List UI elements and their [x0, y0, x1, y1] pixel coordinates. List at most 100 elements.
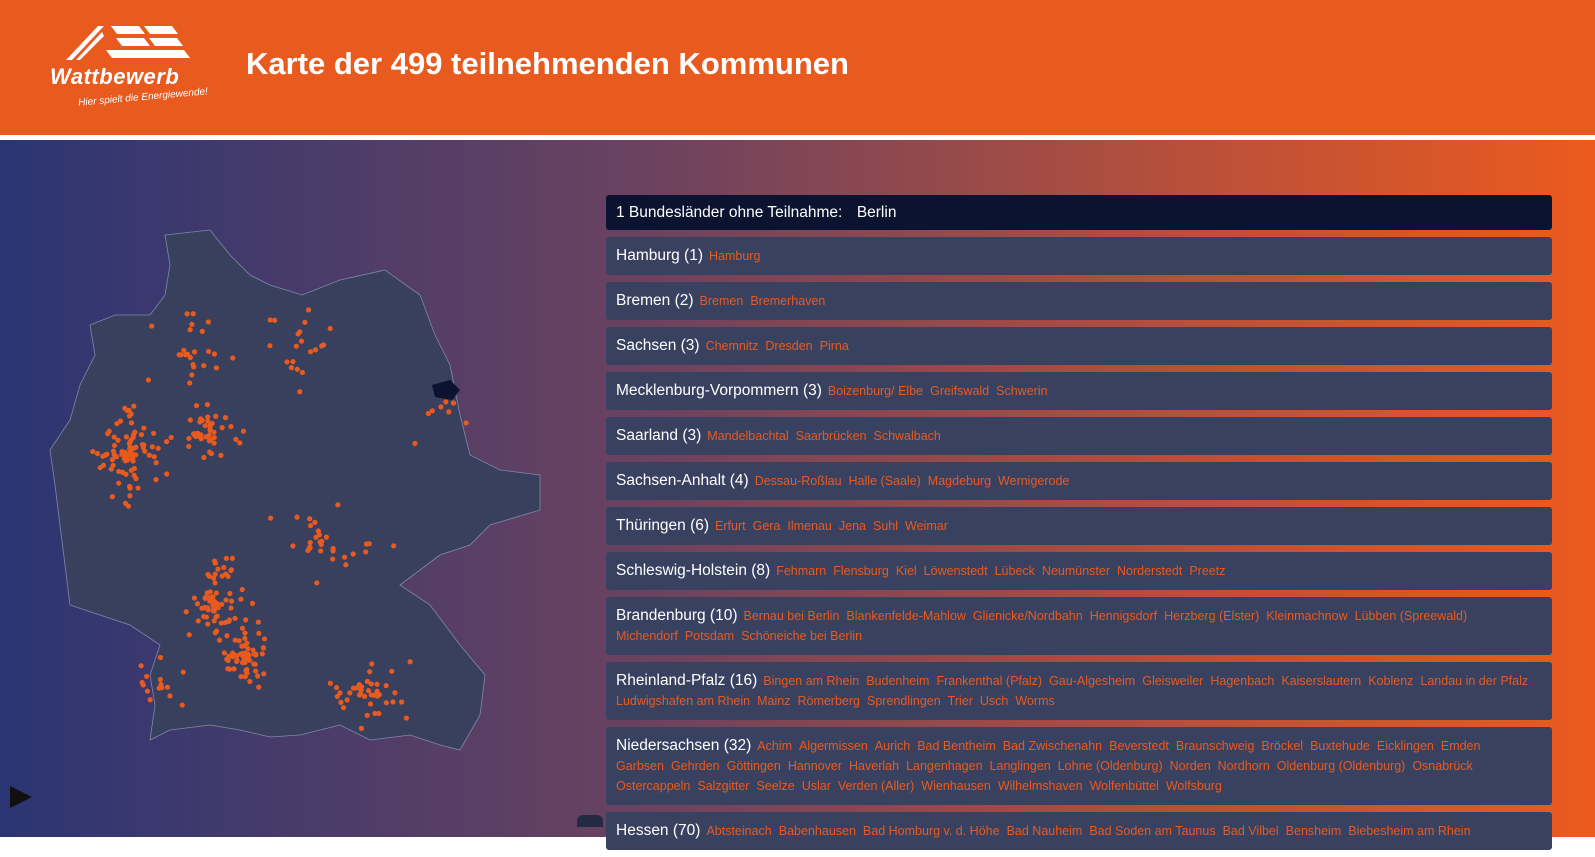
municipality-dot[interactable] — [126, 451, 133, 457]
city-link[interactable]: Halle (Saale) — [848, 474, 921, 488]
municipality-dot[interactable] — [246, 652, 252, 659]
municipality-dot[interactable] — [155, 445, 161, 451]
municipality-dot[interactable] — [267, 317, 273, 323]
city-link[interactable]: Garbsen — [616, 759, 664, 773]
municipality-dot[interactable] — [190, 431, 197, 437]
municipality-dot[interactable] — [198, 416, 204, 422]
city-link[interactable]: Landau in der Pfalz — [1420, 674, 1529, 688]
municipality-dot[interactable] — [181, 347, 187, 353]
municipality-dot[interactable] — [228, 423, 234, 430]
municipality-dot[interactable] — [239, 660, 246, 666]
municipality-dot[interactable] — [323, 534, 330, 540]
municipality-dot[interactable] — [212, 571, 218, 577]
municipality-dot[interactable] — [129, 455, 136, 462]
municipality-dot[interactable] — [208, 451, 215, 457]
municipality-dot[interactable] — [232, 637, 238, 643]
municipality-dot[interactable] — [114, 421, 120, 427]
city-link[interactable]: Achim — [757, 739, 792, 753]
city-link[interactable]: Verden (Aller) — [837, 779, 915, 793]
city-link[interactable]: Uslar — [801, 779, 831, 793]
city-link[interactable]: Kaiserslautern — [1281, 674, 1362, 688]
municipality-dot[interactable] — [229, 555, 236, 561]
city-link[interactable]: Wienhausen — [921, 779, 991, 793]
municipality-dot[interactable] — [207, 427, 213, 433]
municipality-dot[interactable] — [256, 630, 262, 636]
municipality-dot[interactable] — [252, 668, 259, 674]
city-link[interactable]: Frankenthal (Pfalz) — [936, 674, 1043, 688]
municipality-dot[interactable] — [429, 408, 435, 414]
municipality-dot[interactable] — [194, 601, 201, 607]
municipality-dot[interactable] — [223, 571, 229, 577]
city-link[interactable]: Babenhausen — [778, 824, 856, 838]
municipality-dot[interactable] — [260, 645, 267, 651]
municipality-dot[interactable] — [307, 523, 314, 529]
city-link[interactable]: Löwenstedt — [923, 564, 988, 578]
city-link[interactable]: Neumünster — [1041, 564, 1111, 578]
city-link[interactable]: Haverlah — [849, 759, 900, 773]
municipality-dot[interactable] — [124, 457, 131, 463]
municipality-dot[interactable] — [195, 433, 201, 439]
municipality-dot[interactable] — [191, 595, 197, 601]
municipality-dot[interactable] — [186, 435, 192, 442]
municipality-dot[interactable] — [191, 349, 198, 355]
city-link[interactable]: Wernigerode — [998, 474, 1070, 488]
municipality-dot[interactable] — [153, 460, 159, 466]
municipality-dot[interactable] — [167, 693, 173, 699]
municipality-dot[interactable] — [368, 692, 374, 698]
municipality-dot[interactable] — [202, 423, 208, 429]
municipality-dot[interactable] — [307, 516, 313, 522]
municipality-dot[interactable] — [302, 319, 308, 325]
city-link[interactable]: Kleinmachnow — [1266, 609, 1348, 623]
municipality-dot[interactable] — [272, 317, 278, 323]
city-link[interactable]: Kiel — [895, 564, 917, 578]
city-link[interactable]: Saarbrücken — [795, 429, 867, 443]
municipality-dot[interactable] — [213, 590, 219, 596]
municipality-dot[interactable] — [226, 653, 232, 659]
municipality-dot[interactable] — [204, 402, 211, 408]
municipality-dot[interactable] — [204, 590, 210, 596]
municipality-dot[interactable] — [157, 654, 164, 661]
city-link[interactable]: Hennigsdorf — [1089, 609, 1158, 623]
municipality-dot[interactable] — [112, 453, 118, 459]
municipality-dot[interactable] — [164, 439, 170, 445]
city-link[interactable]: Blankenfelde-Mahlow — [846, 609, 966, 623]
municipality-dot[interactable] — [122, 405, 128, 411]
municipality-dot[interactable] — [239, 643, 245, 649]
city-link[interactable]: Salzgitter — [697, 779, 750, 793]
municipality-dot[interactable] — [389, 668, 395, 674]
municipality-dot[interactable] — [403, 715, 409, 721]
municipality-dot[interactable] — [212, 558, 218, 564]
municipality-dot[interactable] — [315, 528, 321, 534]
municipality-dot[interactable] — [369, 661, 375, 667]
city-link[interactable]: Dessau-Roßlau — [754, 474, 842, 488]
city-link[interactable]: Lübeck — [994, 564, 1035, 578]
municipality-dot[interactable] — [164, 471, 170, 477]
municipality-dot[interactable] — [126, 413, 133, 419]
municipality-dot[interactable] — [201, 454, 207, 461]
municipality-dot[interactable] — [242, 635, 248, 641]
municipality-dot[interactable] — [111, 434, 117, 440]
municipality-dot[interactable] — [106, 428, 112, 434]
municipality-dot[interactable] — [267, 343, 273, 349]
city-link[interactable]: Bad Vilbel — [1222, 824, 1279, 838]
municipality-dot[interactable] — [206, 432, 212, 438]
municipality-dot[interactable] — [356, 692, 363, 698]
municipality-dot[interactable] — [244, 640, 250, 646]
municipality-dot[interactable] — [164, 684, 171, 690]
municipality-dot[interactable] — [146, 452, 152, 458]
municipality-dot[interactable] — [211, 434, 217, 441]
municipality-dot[interactable] — [392, 690, 398, 696]
municipality-dot[interactable] — [327, 680, 333, 686]
municipality-dot[interactable] — [94, 450, 101, 457]
city-link[interactable]: Hamburg — [709, 249, 761, 263]
municipality-dot[interactable] — [210, 608, 216, 614]
city-link[interactable]: Dresden — [765, 339, 813, 353]
municipality-dot[interactable] — [223, 555, 229, 561]
municipality-dot[interactable] — [230, 650, 236, 656]
municipality-dot[interactable] — [243, 617, 249, 623]
municipality-dot[interactable] — [353, 685, 360, 691]
municipality-dot[interactable] — [224, 633, 230, 639]
city-link[interactable]: Ostercappeln — [616, 779, 691, 793]
municipality-dot[interactable] — [186, 443, 192, 450]
city-link[interactable]: Lohne (Oldenburg) — [1057, 759, 1163, 773]
